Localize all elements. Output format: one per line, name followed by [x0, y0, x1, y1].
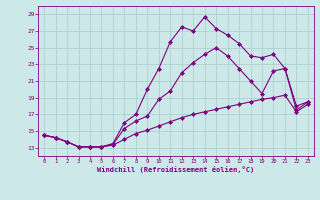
- X-axis label: Windchill (Refroidissement éolien,°C): Windchill (Refroidissement éolien,°C): [97, 166, 255, 173]
